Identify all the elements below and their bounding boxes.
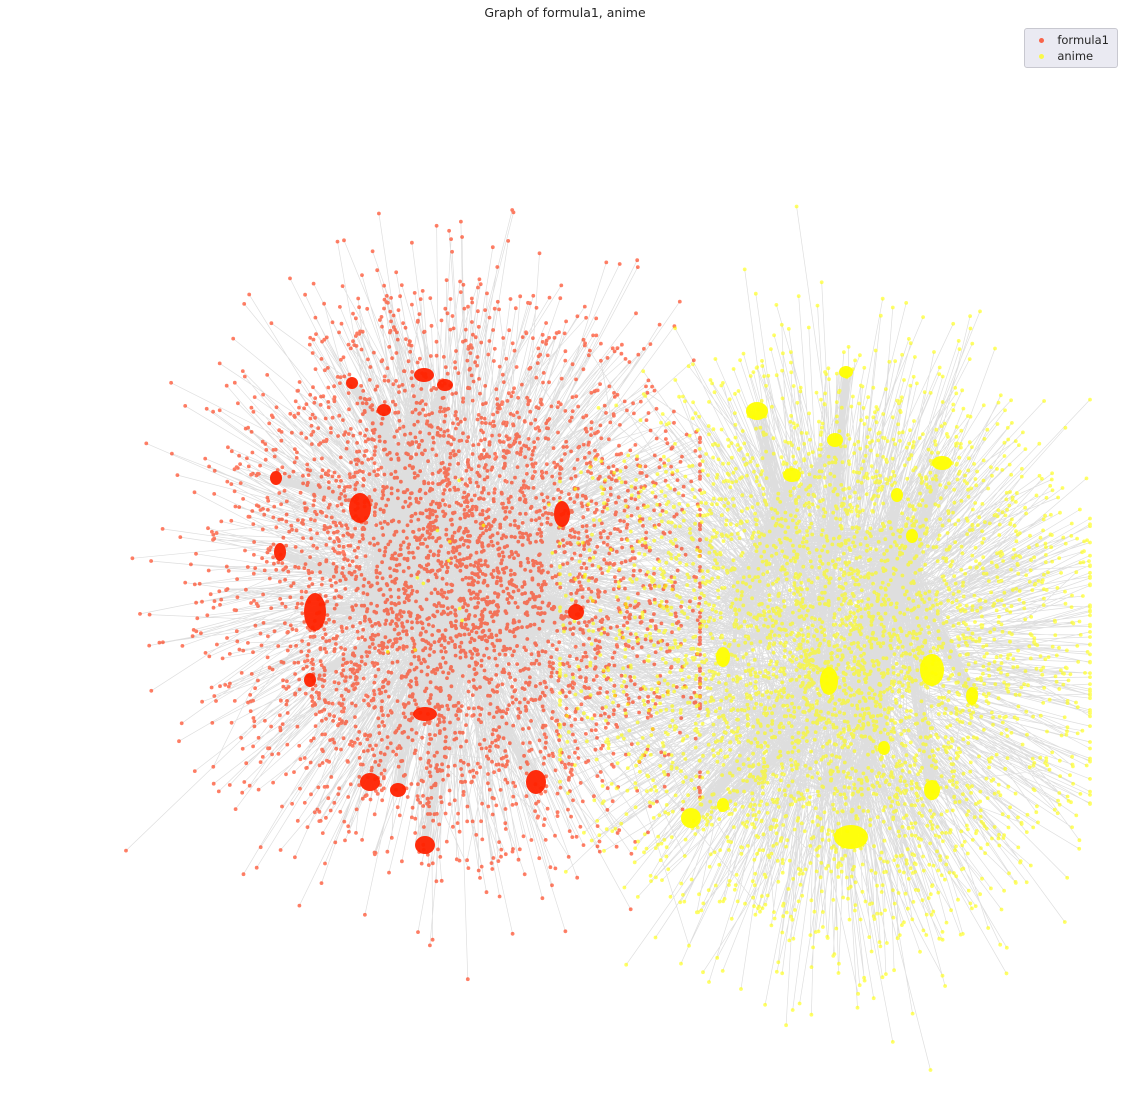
stray-node-anime: [457, 606, 462, 611]
legend-entry-formula1: formula1: [1033, 32, 1109, 48]
hub-blob-anime-7: [891, 488, 903, 502]
hub-blob-anime-12: [839, 366, 853, 378]
hub-blob-anime-9: [966, 687, 978, 705]
legend: formula1 anime: [1024, 28, 1118, 68]
hub-blob-formula1-8: [415, 836, 435, 854]
hubs-layer: [270, 366, 978, 854]
hub-blob-anime-15: [906, 529, 918, 543]
graph-edges: [125, 206, 1091, 1071]
hub-blob-anime-8: [783, 468, 801, 482]
hub-blob-formula1-14: [377, 404, 391, 416]
stray-node-anime: [421, 581, 426, 586]
nodes-anime: [558, 204, 1092, 1072]
stray-node-anime: [447, 558, 451, 563]
hub-blob-formula1-11: [270, 471, 282, 485]
stray-node-anime: [413, 648, 418, 652]
hub-blob-formula1-10: [437, 379, 453, 391]
stray-node-anime: [573, 487, 578, 491]
stray-node-anime: [481, 523, 486, 528]
hub-blob-formula1-15: [568, 604, 584, 620]
legend-label-formula1: formula1: [1057, 33, 1109, 47]
legend-label-anime: anime: [1057, 49, 1094, 63]
hub-blob-formula1-1: [349, 493, 371, 523]
hub-blob-anime-0: [746, 402, 768, 420]
hub-blob-anime-3: [834, 825, 868, 849]
chart-title: Graph of formula1, anime: [484, 5, 646, 20]
stray-node-anime: [585, 715, 590, 720]
edges-layer: [125, 206, 1091, 1071]
stray-node-anime: [385, 649, 390, 654]
hub-blob-anime-13: [717, 798, 729, 812]
hub-blob-formula1-3: [554, 501, 570, 527]
hub-blob-anime-6: [932, 456, 952, 470]
hub-blob-anime-5: [681, 808, 701, 828]
nodes-formula1: [124, 208, 702, 982]
stray-node-anime: [547, 502, 551, 507]
hub-blob-formula1-0: [304, 593, 326, 631]
hub-blob-formula1-9: [526, 770, 546, 794]
stray-node-anime: [435, 528, 440, 533]
stray-node-anime: [606, 569, 610, 573]
hub-blob-formula1-12: [346, 377, 358, 389]
stray-node-anime: [609, 547, 613, 552]
hub-blob-anime-4: [924, 780, 940, 800]
hub-blob-anime-10: [716, 647, 730, 667]
legend-marker-anime: [1039, 53, 1045, 59]
stray-node-anime: [460, 618, 464, 623]
nodes-layer: [124, 204, 1092, 1072]
stray-node-anime: [415, 576, 420, 580]
hub-blob-formula1-6: [360, 773, 380, 791]
stray-node-anime: [457, 478, 461, 483]
hub-blob-anime-14: [878, 741, 890, 755]
hub-blob-formula1-4: [274, 543, 286, 561]
stray-node-anime: [447, 539, 452, 544]
legend-marker-formula1: [1039, 37, 1045, 43]
hub-blob-formula1-2: [414, 368, 434, 382]
legend-entry-anime: anime: [1033, 48, 1109, 64]
hub-blob-formula1-7: [390, 783, 406, 797]
hub-blob-anime-2: [820, 667, 838, 695]
hub-blob-formula1-13: [304, 673, 316, 687]
hub-blob-formula1-5: [413, 707, 437, 721]
hub-blob-anime-1: [920, 654, 944, 686]
hub-blob-anime-11: [827, 433, 843, 447]
stray-node-anime: [550, 551, 555, 555]
stray-node-anime: [583, 572, 587, 577]
